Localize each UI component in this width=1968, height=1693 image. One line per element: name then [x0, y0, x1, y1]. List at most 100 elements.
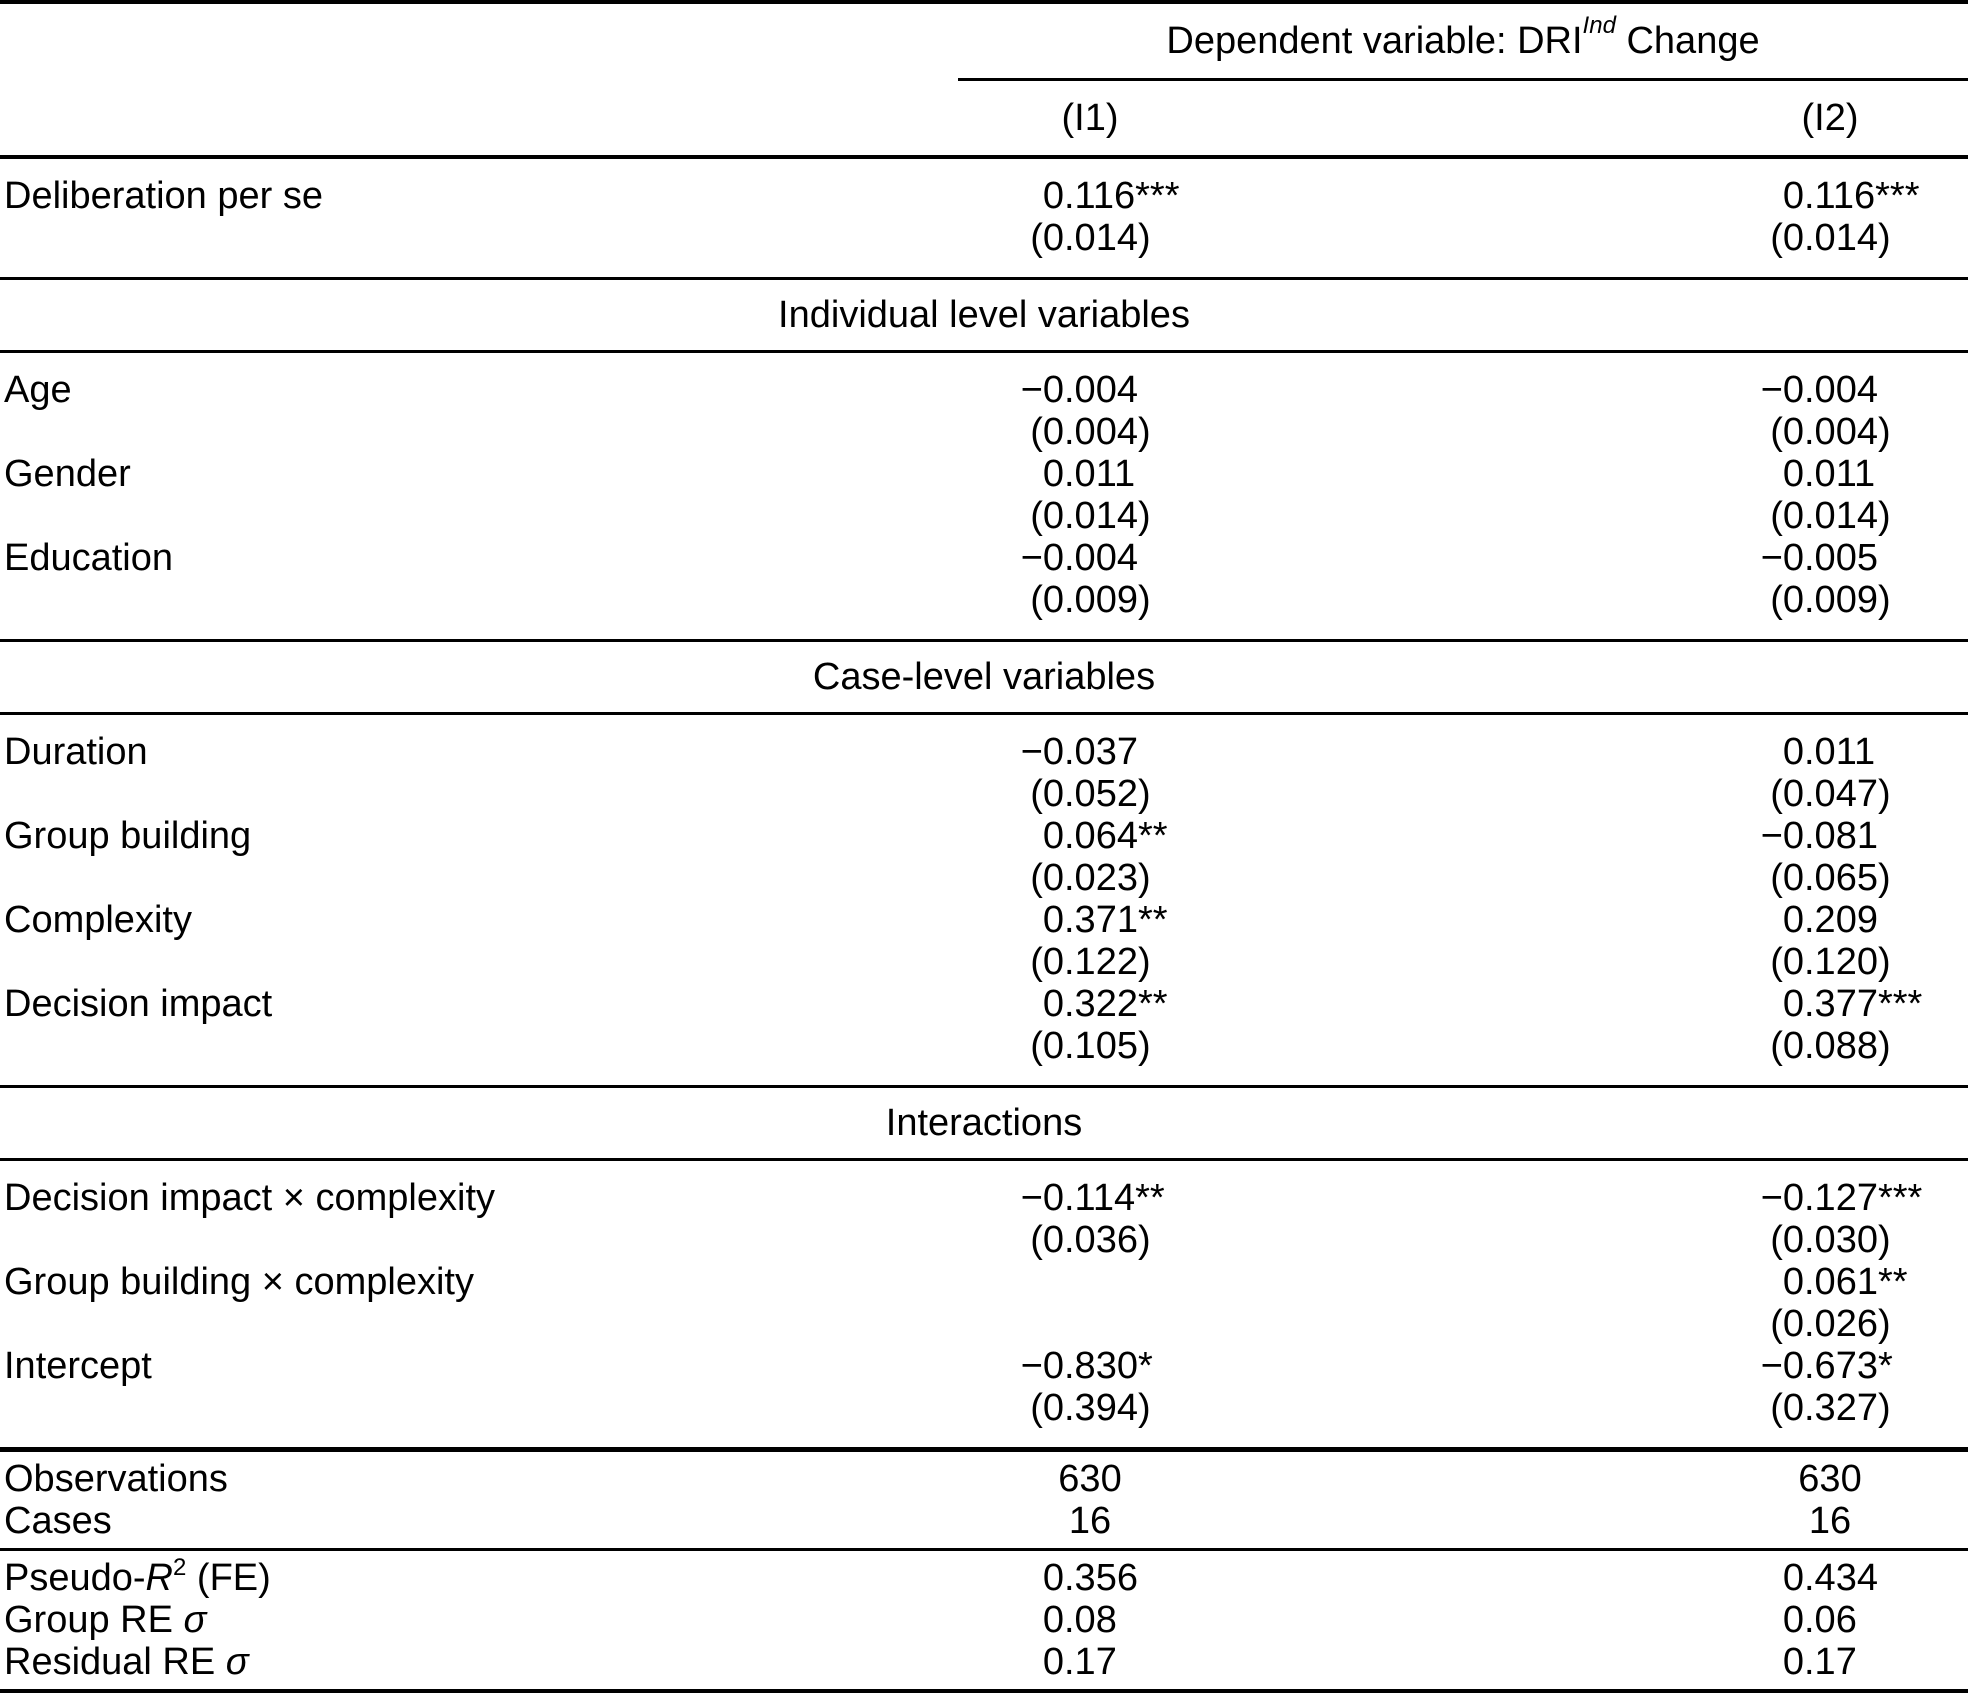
label-segment: Group RE — [4, 1599, 184, 1641]
model-2-cell: 0.061** (0.026) — [1692, 1261, 1968, 1345]
section-rule — [0, 277, 1968, 280]
model-2-cell: −0.127*** (0.030) — [1692, 1177, 1968, 1261]
coefficient-row: Complexity 0.371** (0.122) 0.209 (0.120) — [0, 899, 1968, 983]
model-2-cell: −0.081 (0.065) — [1692, 815, 1968, 899]
standard-error: (0.026) — [1770, 1303, 1891, 1345]
stat-value: 16 — [1808, 1500, 1852, 1542]
standard-error: (0.120) — [1770, 941, 1891, 983]
coefficient-row: Decision impact × complexity −0.114** (0.0… — [0, 1177, 1968, 1261]
standard-error: (0.088) — [1770, 1025, 1891, 1067]
model-1-cell: 0.116*** (0.014) — [952, 175, 1228, 259]
stat-value-model-2: 630 — [1692, 1458, 1968, 1500]
coefficient-value: −0.004 — [1760, 369, 1878, 411]
section-title-interactions: Interactions — [885, 1102, 1083, 1144]
model-1-cell: 0.371** (0.122) — [952, 899, 1228, 983]
stat-value: 0.06 — [1782, 1599, 1857, 1641]
coefficient-value: −0.004 — [1020, 369, 1138, 411]
row-label: Duration — [4, 731, 148, 773]
dependent-variable-suffix: Change — [1615, 20, 1760, 62]
row-label: Complexity — [4, 899, 192, 941]
stat-value: 0.08 — [1042, 1599, 1117, 1641]
coefficient-value: −0.005 — [1760, 537, 1878, 579]
sample-stats-block: Observations 630 630 Cases 16 16 — [0, 1452, 1968, 1548]
stat-value: 16 — [1068, 1500, 1112, 1542]
stat-row: Observations 630 630 — [0, 1458, 1968, 1500]
standard-error: (0.004) — [1770, 411, 1891, 453]
stat-value: 0.17 — [1042, 1641, 1117, 1683]
model-2-cell: 0.011 (0.014) — [1692, 453, 1968, 537]
stat-row: Group RE σ 0.08 0.06 — [0, 1599, 1968, 1641]
model-1-cell: 0.064** (0.023) — [952, 815, 1228, 899]
stat-row: Residual RE σ 0.17 0.17 — [0, 1641, 1968, 1683]
standard-error: (0.009) — [1770, 579, 1891, 621]
row-label: Intercept — [4, 1345, 152, 1387]
row-label: Decision impact — [4, 983, 273, 1025]
coefficient-row: Decision impact 0.322** (0.105) 0.377*** (0.… — [0, 983, 1968, 1067]
bottom-rule — [0, 1689, 1968, 1693]
coefficient-row: Age −0.004 (0.004) −0.004 (0.004) — [0, 369, 1968, 453]
label-segment: R — [145, 1557, 173, 1599]
row-label: Deliberation per se — [4, 175, 323, 217]
stat-value: 630 — [1058, 1458, 1122, 1500]
stat-value-model-2: 16 — [1692, 1500, 1968, 1542]
section-rule — [0, 350, 1968, 353]
top-rule — [0, 0, 1968, 4]
coefficient-value: 0.116*** — [1042, 175, 1180, 217]
stat-label: Pseudo-R2 (FE) — [0, 1554, 952, 1604]
row-label: Decision impact × complexity — [4, 1177, 496, 1219]
stat-value: 0.17 — [1782, 1641, 1857, 1683]
standard-error: (0.009) — [1030, 579, 1151, 621]
coefficient-value: −0.830* — [1020, 1345, 1153, 1387]
stats-divider-rule — [0, 1548, 1968, 1551]
standard-error: (0.023) — [1030, 857, 1151, 899]
coefficient-row: Group building × complexity 0.061** (0.026… — [0, 1261, 1968, 1345]
section-rule — [0, 1085, 1968, 1088]
standard-error: (0.014) — [1030, 217, 1151, 259]
section-rule — [0, 712, 1968, 715]
standard-error: (0.394) — [1030, 1387, 1151, 1429]
standard-error: (0.014) — [1770, 217, 1891, 259]
section-title-case: Case-level variables — [812, 656, 1156, 698]
stat-value-model-1: 0.356 — [952, 1557, 1228, 1604]
label-segment: Residual RE — [4, 1641, 226, 1683]
stat-value-model-1: 16 — [952, 1500, 1228, 1542]
standard-error: (0.004) — [1030, 411, 1151, 453]
dependent-variable-underline — [958, 78, 1968, 81]
row-label: Group building × complexity — [4, 1261, 474, 1303]
dependent-variable-prefix: Dependent variable: DRI — [1166, 20, 1583, 62]
model-column-header-2: (I2) — [1801, 97, 1859, 139]
standard-error: (0.047) — [1770, 773, 1891, 815]
model-1-cell: 0.011 (0.014) — [952, 453, 1228, 537]
stat-value-model-2: 0.434 — [1692, 1557, 1968, 1604]
stat-value: 0.434 — [1782, 1557, 1878, 1599]
model-column-header-1: (I1) — [1061, 97, 1119, 139]
coefficient-value: −0.037 — [1020, 731, 1138, 773]
model-2-cell: 0.011 (0.047) — [1692, 731, 1968, 815]
coefficient-value: −0.114** — [1020, 1177, 1165, 1219]
model-2-cell: 0.377*** (0.088) — [1692, 983, 1968, 1067]
section-rule — [0, 639, 1968, 642]
stat-row: Cases 16 16 — [0, 1500, 1968, 1542]
model-2-cell: −0.004 (0.004) — [1692, 369, 1968, 453]
coefficient-value: 0.061** — [1782, 1261, 1908, 1303]
stat-label: Observations — [4, 1458, 228, 1500]
label-segment: 2 — [173, 1554, 187, 1581]
model-1-cell — [952, 1261, 1228, 1345]
coefficient-row: Education −0.004 (0.009) −0.005 (0.009) — [0, 537, 1968, 621]
stat-value-model-1: 630 — [952, 1458, 1228, 1500]
individual-variables-block: Age −0.004 (0.004) −0.004 (0.004) Gender 0.011… — [0, 353, 1968, 639]
label-segment: σ — [225, 1641, 249, 1683]
standard-error: (0.065) — [1770, 857, 1891, 899]
label-segment: (FE) — [186, 1557, 271, 1599]
deliberation-block: Deliberation per se 0.116*** (0.014) 0.116*… — [0, 159, 1968, 277]
coefficient-row: Duration −0.037 (0.052) 0.011 (0.047) — [0, 731, 1968, 815]
standard-error: (0.014) — [1770, 495, 1891, 537]
interactions-block: Decision impact × complexity −0.114** (0.0… — [0, 1161, 1968, 1447]
coefficient-value: 0.209 — [1782, 899, 1878, 941]
fit-stats-block: Pseudo-R2 (FE) 0.356 0.434 Group RE σ 0.08 0.… — [0, 1551, 1968, 1689]
model-header-row: (I1) (I2) — [0, 81, 1968, 155]
stat-value-model-2: 0.06 — [1692, 1599, 1968, 1641]
label-segment: σ — [183, 1599, 207, 1641]
coefficient-value: 0.064** — [1042, 815, 1168, 857]
